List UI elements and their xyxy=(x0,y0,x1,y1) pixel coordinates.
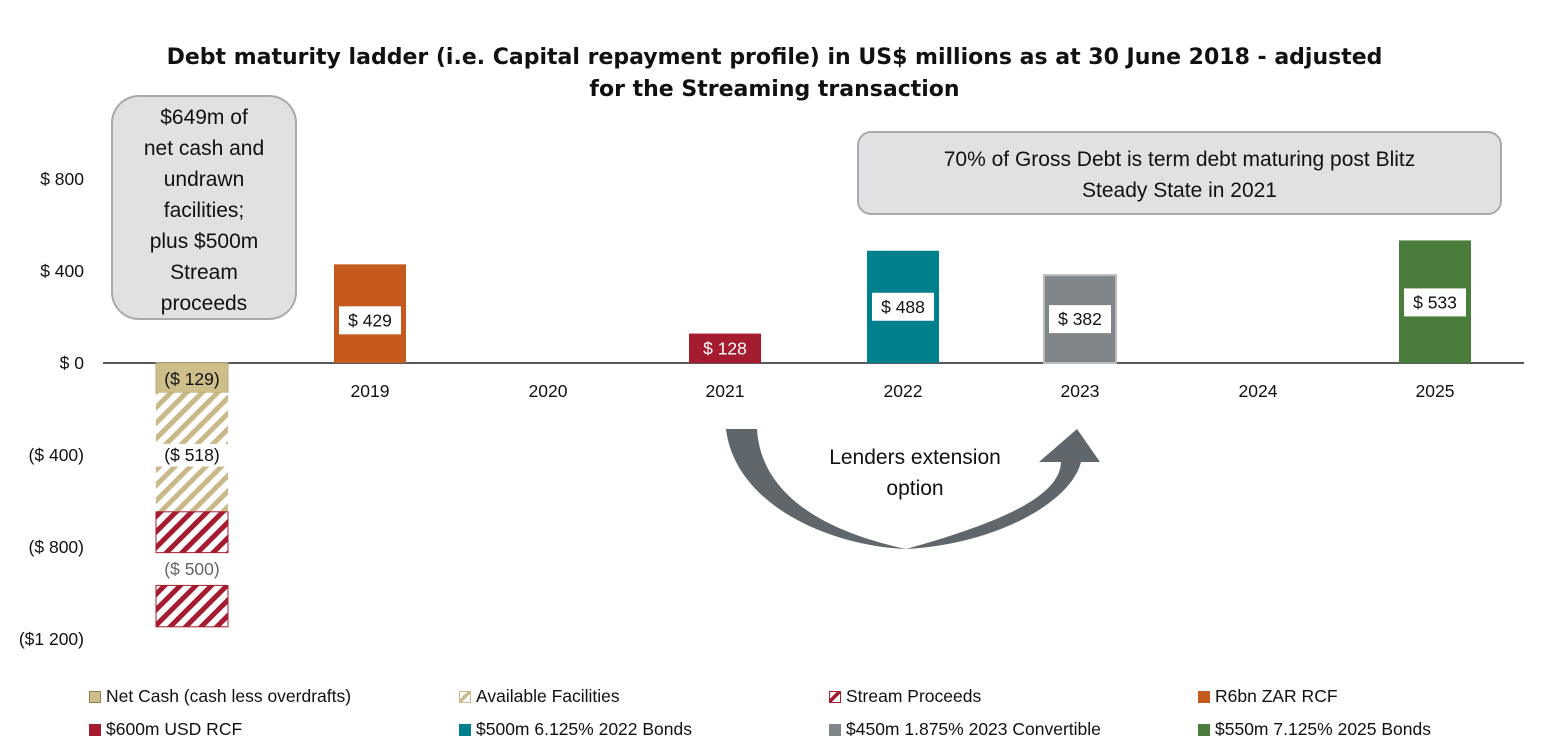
gross-debt-callout: 70% of Gross Debt is term debt maturing … xyxy=(857,131,1502,215)
y-tick-label: ($1 200) xyxy=(19,629,84,649)
data-label-stream-proceeds: ($ 500) xyxy=(164,559,219,579)
x-tick-label: 2019 xyxy=(351,381,390,401)
y-tick-label: ($ 800) xyxy=(29,537,84,557)
legend-label: $450m 1.875% 2023 Convertible xyxy=(846,719,1101,739)
callout-line: Steady State in 2021 xyxy=(1082,179,1277,202)
callout-line: net cash and xyxy=(143,137,265,160)
legend-item-zar-rcf: R6bn ZAR RCF xyxy=(1198,686,1338,707)
legend-item-usd-rcf: $600m USD RCF xyxy=(89,719,242,740)
legend-label: Net Cash (cash less overdrafts) xyxy=(106,686,352,706)
callout-line: facilities; xyxy=(163,199,245,222)
callout-line: 70% of Gross Debt is term debt maturing … xyxy=(943,148,1416,171)
y-tick-label: ($ 400) xyxy=(29,445,84,465)
x-tick-label: 2020 xyxy=(529,381,568,401)
y-axis: $ 800 $ 400 $ 0 ($ 400) ($ 800) ($1 200) xyxy=(19,169,84,649)
bar-available-facilities-2018-lower xyxy=(156,466,228,512)
legend-label: Stream Proceeds xyxy=(846,686,982,706)
bars xyxy=(155,240,1471,628)
chart-title-line-2: for the Streaming transaction xyxy=(589,77,960,102)
data-label-box xyxy=(339,306,401,335)
y-tick-label: $ 0 xyxy=(60,353,85,373)
legend-swatch xyxy=(1198,723,1210,736)
lenders-extension-arrow xyxy=(726,429,1100,549)
legend-item-convertible-2023: $450m 1.875% 2023 Convertible xyxy=(829,719,1101,740)
curved-arrow-icon xyxy=(726,429,1100,549)
x-tick-label: 2023 xyxy=(1061,381,1100,401)
legend-item-stream-proceeds: Stream Proceeds xyxy=(829,686,981,707)
callout-line: undrawn xyxy=(163,168,245,191)
liquidity-callout: $649m of net cash and undrawn facilities… xyxy=(111,95,297,320)
bar-net-cash-2018 xyxy=(155,362,229,394)
legend-label: $550m 7.125% 2025 Bonds xyxy=(1215,719,1431,739)
bar-stream-proceeds-2018-upper xyxy=(155,511,229,554)
legend-label: Available Facilities xyxy=(476,686,620,706)
bar-usd-rcf-2021 xyxy=(689,333,761,363)
legend-label: $500m 6.125% 2022 Bonds xyxy=(476,719,692,739)
y-tick-label: $ 800 xyxy=(40,169,84,189)
x-axis: 2019 2020 2021 2022 2023 2024 2025 xyxy=(103,362,1524,401)
data-label-bonds-2025: $ 533 xyxy=(1404,288,1466,317)
data-label-text: $ 429 xyxy=(348,310,392,330)
legend-swatch xyxy=(829,690,841,703)
legend-swatch xyxy=(459,690,471,703)
legend-swatch xyxy=(1198,690,1210,703)
data-label-text: $ 382 xyxy=(1058,309,1102,329)
arrow-label-line: option xyxy=(886,477,944,500)
data-label-usd-rcf: $ 128 xyxy=(703,338,747,358)
arrow-label-line: Lenders extension xyxy=(829,446,1001,469)
data-labels: ($ 129) ($ 518) ($ 500) $ 429 $ 128 $ 488 $ 38… xyxy=(164,288,1466,579)
chart-title: Debt maturity ladder (i.e. Capital repay… xyxy=(0,42,1549,106)
legend-item-net-cash: Net Cash (cash less overdrafts) xyxy=(89,686,351,707)
x-tick-label: 2025 xyxy=(1416,381,1455,401)
legend-item-bonds-2022: $500m 6.125% 2022 Bonds xyxy=(459,719,692,740)
data-label-available-facilities: ($ 518) xyxy=(164,445,219,465)
data-label-zar-rcf: $ 429 xyxy=(339,306,401,335)
bar-stream-proceeds-2018-lower xyxy=(155,584,229,628)
data-label-text: $ 488 xyxy=(881,297,925,317)
legend-item-available-facilities: Available Facilities xyxy=(459,686,620,707)
chart-title-line-1: Debt maturity ladder (i.e. Capital repay… xyxy=(166,45,1383,70)
legend-label: R6bn ZAR RCF xyxy=(1215,686,1338,706)
data-label-box xyxy=(1049,305,1111,334)
callout-line: proceeds xyxy=(160,292,248,315)
data-label-box xyxy=(1404,288,1466,317)
legend-swatch xyxy=(459,723,471,736)
legend-item-bonds-2025: $550m 7.125% 2025 Bonds xyxy=(1198,719,1431,740)
lenders-extension-label: Lenders extension option xyxy=(790,442,1040,504)
callout-line: $649m of xyxy=(160,106,248,129)
bar-available-facilities-2018-upper xyxy=(156,392,228,444)
x-tick-label: 2024 xyxy=(1239,381,1278,401)
data-label-net-cash: ($ 129) xyxy=(164,369,219,389)
legend-swatch xyxy=(89,690,101,703)
legend-swatch xyxy=(829,723,841,736)
legend-label: $600m USD RCF xyxy=(106,719,243,739)
data-label-text: $ 533 xyxy=(1413,292,1457,312)
y-tick-label: $ 400 xyxy=(40,261,84,281)
callout-line: Stream xyxy=(170,261,238,284)
x-tick-label: 2021 xyxy=(706,381,745,401)
data-label-convertible-2023: $ 382 xyxy=(1049,305,1111,334)
legend-swatch xyxy=(89,723,101,736)
x-tick-label: 2022 xyxy=(884,381,923,401)
data-label-box xyxy=(872,292,934,321)
callout-line: plus $500m xyxy=(149,230,259,253)
data-label-bonds-2022: $ 488 xyxy=(872,292,934,321)
